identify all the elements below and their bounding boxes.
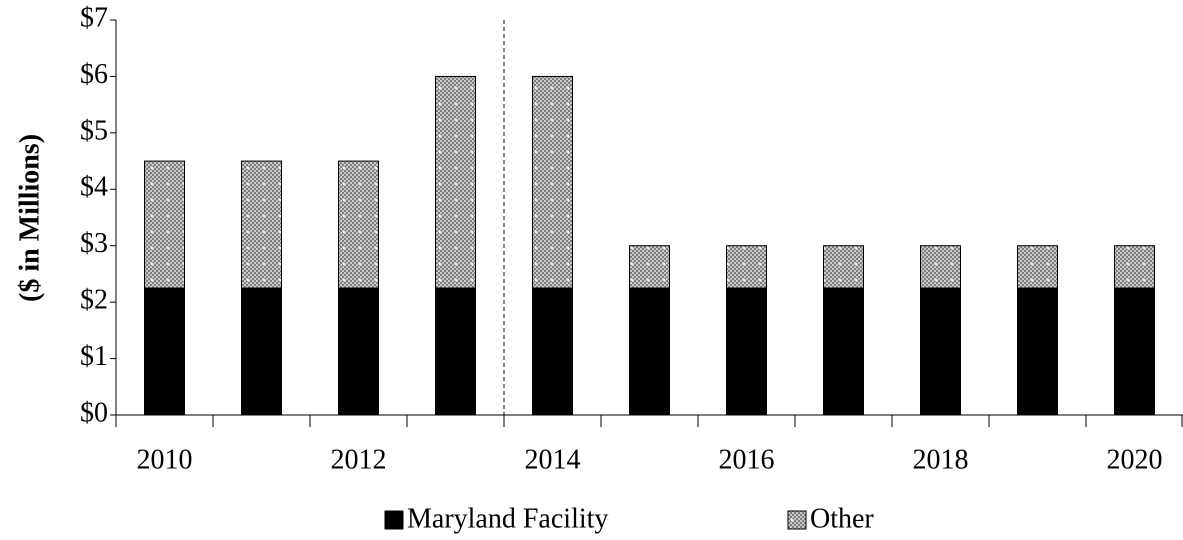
legend-swatch: [787, 510, 807, 530]
bar-segment: [629, 287, 670, 416]
y-tick-label: $6: [80, 59, 108, 90]
y-tick-label: $4: [80, 172, 108, 203]
bar-segment: [435, 287, 476, 416]
bar-segment: [241, 287, 282, 416]
bar-segment: [1114, 245, 1155, 289]
bar-segment: [726, 245, 767, 289]
x-tick-label: 2010: [137, 444, 193, 475]
y-axis-label: ($ in Millions): [14, 134, 45, 302]
y-tick-label: $5: [80, 115, 108, 146]
y-tick-label: $1: [80, 341, 108, 372]
y-tick-label: $7: [80, 2, 108, 33]
bar-segment: [823, 245, 864, 289]
bar-segment: [920, 245, 961, 289]
bar-segment: [532, 287, 573, 416]
bar-segment: [338, 287, 379, 416]
y-tick-label: $0: [80, 397, 108, 428]
bar-segment: [1017, 287, 1058, 416]
bar-segment: [144, 160, 185, 289]
x-tick-label: 2014: [525, 444, 581, 475]
bar-segment: [338, 160, 379, 289]
y-tick-label: $3: [80, 228, 108, 259]
bar-segment: [629, 245, 670, 289]
y-tick-label: $2: [80, 285, 108, 316]
bar-segment: [144, 287, 185, 416]
bar-segment: [1114, 287, 1155, 416]
bar-segment: [435, 75, 476, 289]
bar-segment: [726, 287, 767, 416]
bar-segment: [241, 160, 282, 289]
legend-swatch: [384, 510, 404, 530]
bar-segment: [1017, 245, 1058, 289]
x-tick-label: 2016: [719, 444, 775, 475]
legend-label: Maryland Facility: [407, 503, 608, 534]
bar-segment: [532, 75, 573, 289]
bar-segment: [920, 287, 961, 416]
bar-segment: [823, 287, 864, 416]
x-tick-label: 2012: [331, 444, 387, 475]
legend-label: Other: [810, 503, 874, 534]
x-tick-label: 2020: [1107, 444, 1163, 475]
x-tick-label: 2018: [913, 444, 969, 475]
